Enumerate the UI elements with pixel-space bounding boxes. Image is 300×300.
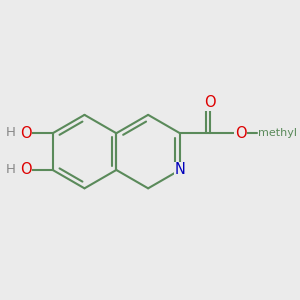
Text: H: H: [6, 163, 16, 176]
Text: O: O: [205, 95, 216, 110]
Text: H: H: [6, 126, 16, 140]
Text: N: N: [175, 163, 185, 178]
Text: O: O: [235, 126, 247, 141]
Text: O: O: [20, 163, 31, 178]
Text: methyl: methyl: [258, 128, 297, 138]
Text: O: O: [20, 126, 31, 141]
